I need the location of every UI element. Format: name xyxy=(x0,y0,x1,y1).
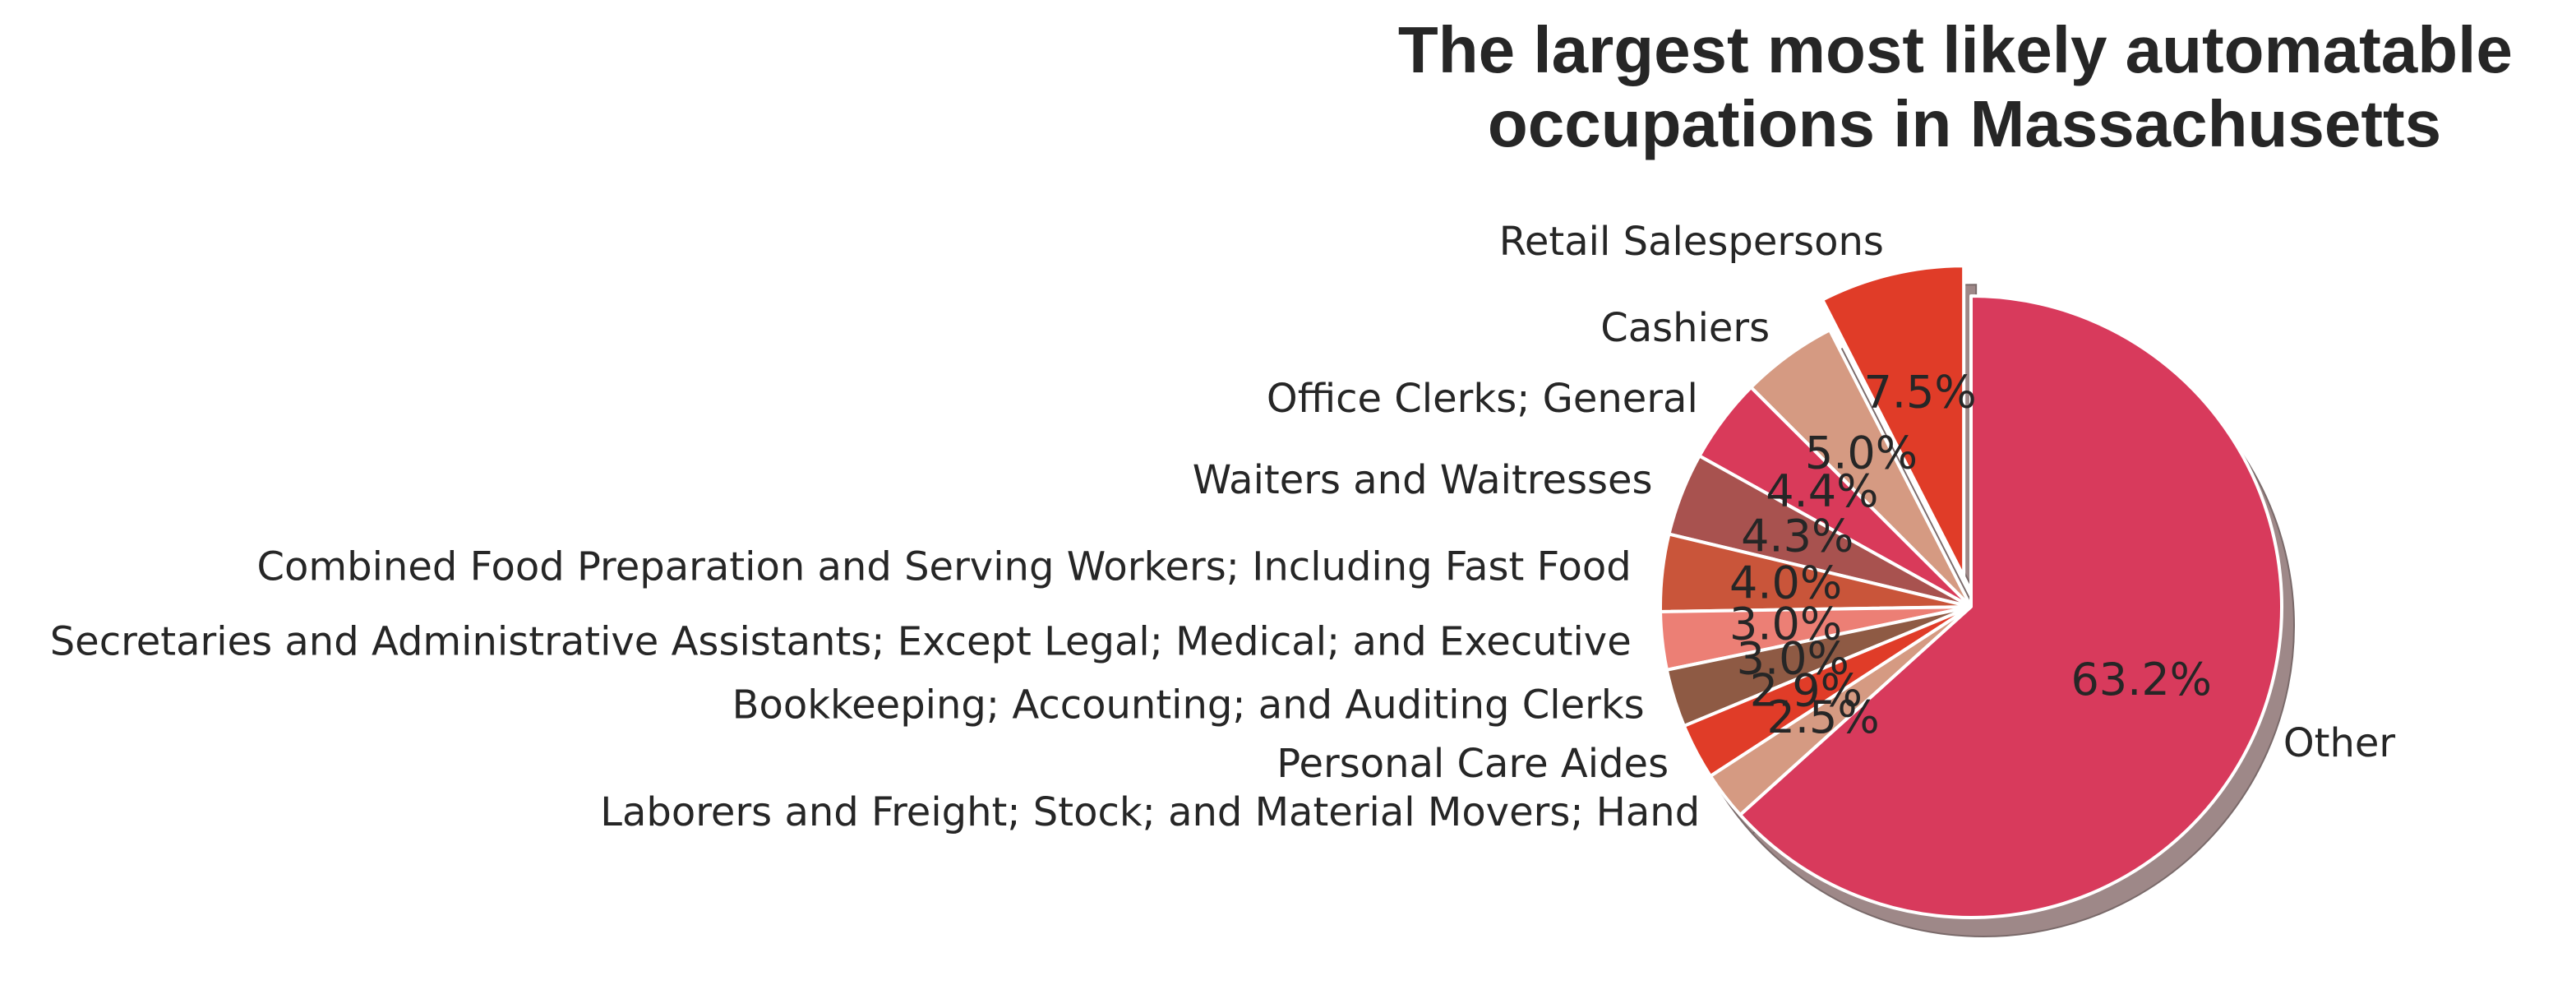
pct-label-retail-salespersons: 7.5% xyxy=(1864,366,1977,418)
pct-label-office-clerks-general: 4.4% xyxy=(1766,465,1878,517)
pct-label-combined-food-preparation-and-serving-workers-including-fast-food: 4.0% xyxy=(1729,557,1842,609)
slice-label-cashiers: Cashiers xyxy=(1600,305,1770,351)
pct-label-other: 63.2% xyxy=(2070,654,2212,705)
pie-slices xyxy=(1659,264,2283,919)
pct-label-personal-care-aides: 2.9% xyxy=(1750,664,1863,716)
slice-label-personal-care-aides: Personal Care Aides xyxy=(1276,741,1669,787)
pct-label-cashiers: 5.0% xyxy=(1805,427,1918,479)
slice-other xyxy=(1738,294,2283,919)
slice-label-office-clerks-general: Office Clerks; General xyxy=(1267,376,1698,422)
chart-title-line-2: occupations in Massachusetts xyxy=(1488,87,2441,160)
pct-label-waiters-and-waitresses: 4.3% xyxy=(1741,510,1854,562)
pct-label-bookkeeping-accounting-and-auditing-clerks: 3.0% xyxy=(1737,632,1849,684)
slice-label-secretaries-and-administrative-assistants-except-legal-medical-and-executive: Secretaries and Administrative Assistant… xyxy=(50,619,1632,665)
slice-label-other: Other xyxy=(2283,720,2396,766)
chart-title-line-1: The largest most likely automatable xyxy=(1398,13,2513,86)
pie-labels: Retail Salespersons 7.5% Cashiers 5.0% Offic… xyxy=(50,219,2396,835)
slice-label-retail-salespersons: Retail Salespersons xyxy=(1499,219,1884,265)
pct-label-secretaries-and-administrative-assistants-except-legal-medical-and-executive: 3.0% xyxy=(1729,599,1842,650)
slice-label-waiters-and-waitresses: Waiters and Waitresses xyxy=(1193,457,1653,503)
slice-label-bookkeeping-accounting-and-auditing-clerks: Bookkeeping; Accounting; and Auditing Cl… xyxy=(732,682,1645,728)
slice-label-combined-food-preparation-and-serving-workers-including-fast-food: Combined Food Preparation and Serving Wo… xyxy=(256,543,1631,590)
slice-label-laborers-and-freight-stock-and-material-movers-hand: Laborers and Freight; Stock; and Materia… xyxy=(600,789,1700,835)
pct-label-laborers-and-freight-stock-and-material-movers-hand: 2.5% xyxy=(1767,691,1880,743)
slice-retail-salespersons xyxy=(1821,264,1966,579)
chart-title: The largest most likely automatable occu… xyxy=(1398,13,2531,160)
